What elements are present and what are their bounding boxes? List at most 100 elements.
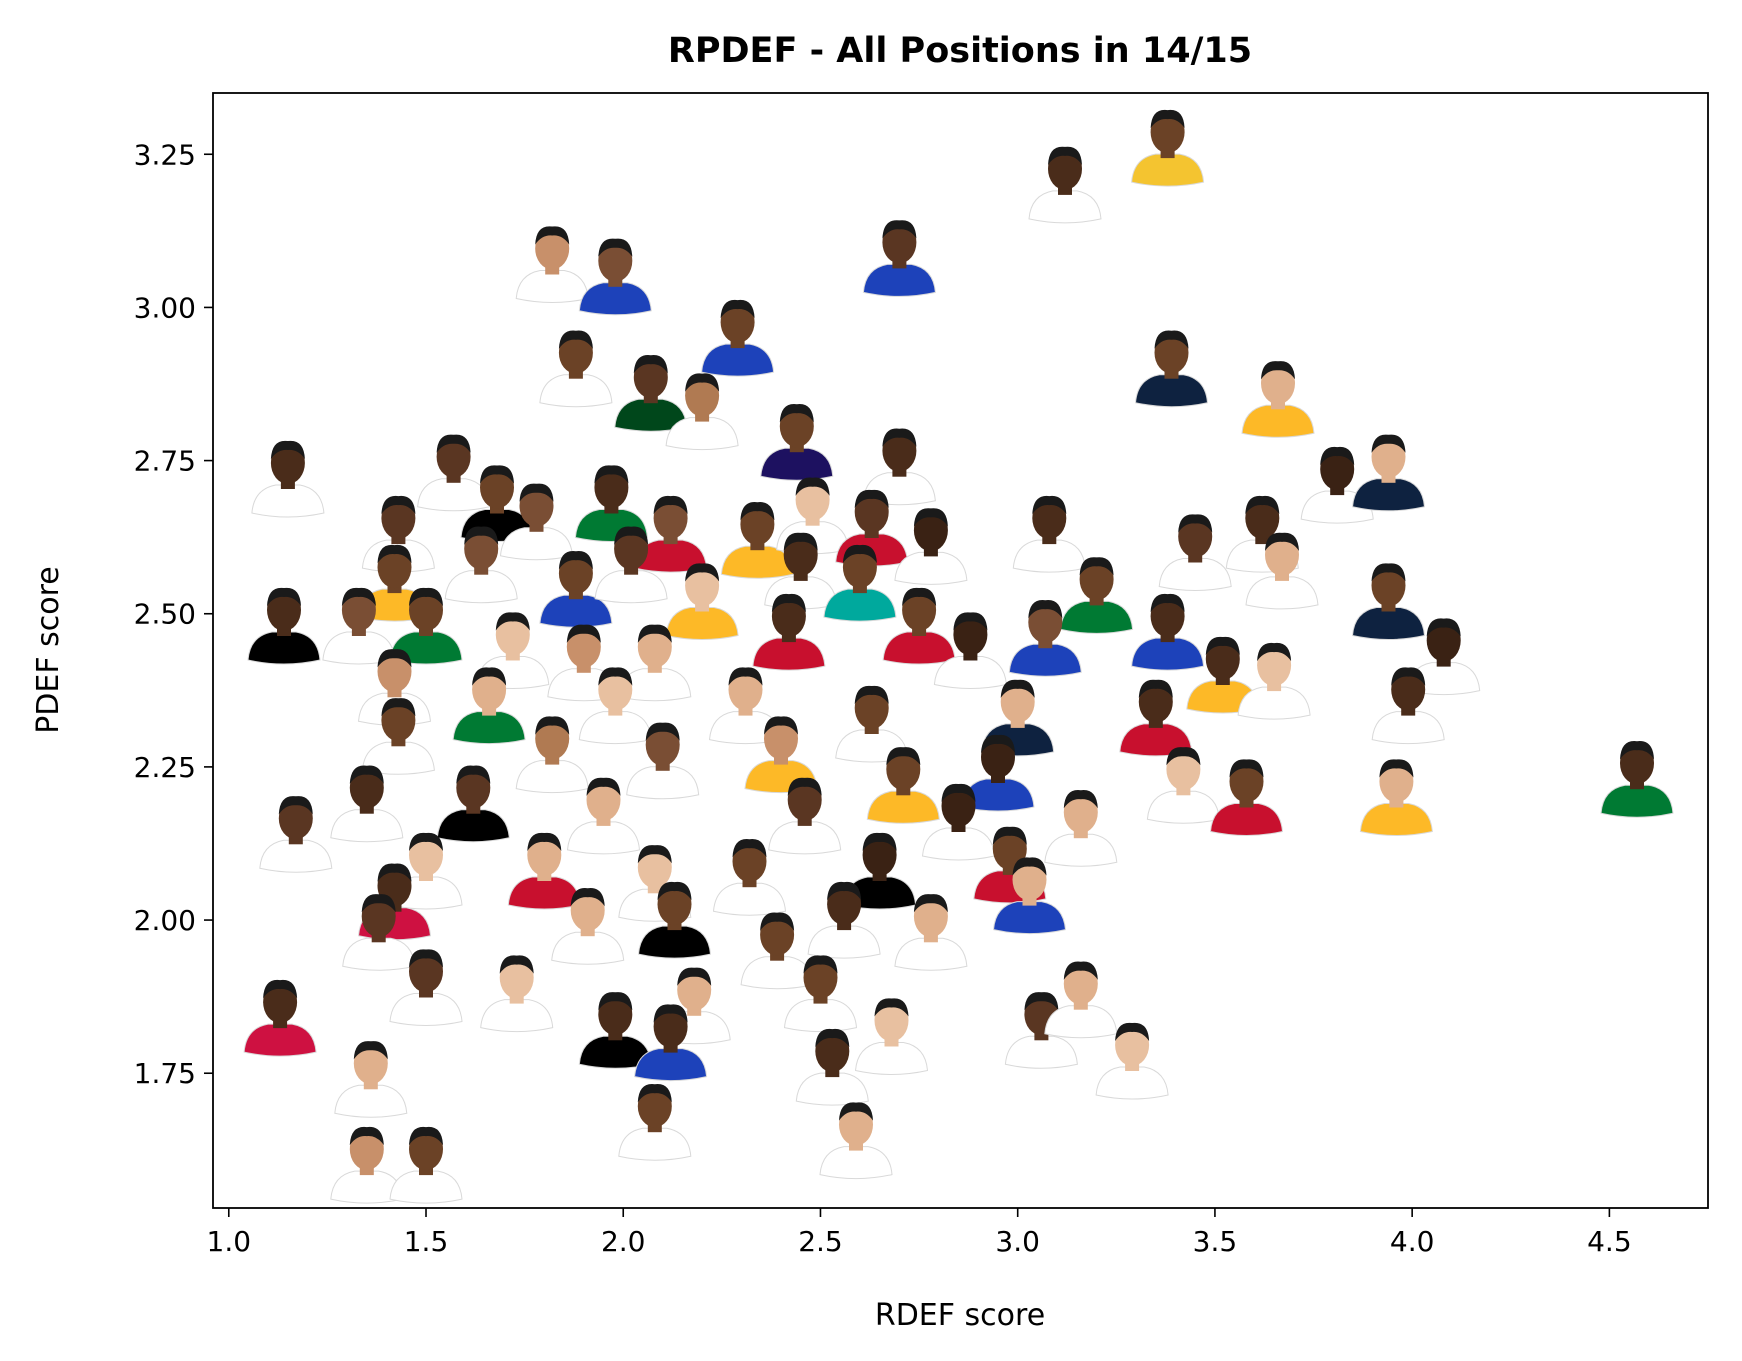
data-point — [760, 404, 834, 481]
player-jersey-icon — [819, 1146, 893, 1180]
player-hair-icon — [1079, 557, 1114, 576]
player-hair-icon — [862, 832, 897, 851]
player-head-icon — [278, 797, 313, 840]
player-hair-icon — [787, 777, 822, 796]
data-point — [768, 777, 842, 855]
player-head-icon — [1261, 362, 1295, 405]
data-point — [330, 1126, 404, 1204]
player-hair-icon — [783, 532, 818, 551]
y-tick-label: 1.75 — [134, 1057, 196, 1090]
player-hair-icon — [637, 1084, 672, 1103]
player-head-icon — [1000, 680, 1035, 723]
data-point — [1351, 434, 1426, 512]
data-point — [578, 992, 652, 1069]
player-hair-icon — [1000, 679, 1035, 698]
player-head-icon — [1063, 791, 1098, 834]
player-head-icon — [902, 589, 937, 631]
player-head-icon — [409, 834, 443, 876]
player-hair-icon — [409, 832, 443, 851]
player-hair-icon — [1620, 741, 1654, 760]
player-jersey-icon — [795, 1072, 869, 1106]
player-jersey-icon — [539, 374, 613, 408]
player-head-icon — [1229, 760, 1264, 803]
player-head-icon — [1166, 748, 1201, 791]
player-jersey-icon — [626, 766, 700, 800]
player-head-icon — [637, 1085, 672, 1128]
player-hair-icon — [464, 526, 499, 545]
player-head-icon — [594, 466, 629, 509]
player-jersey-icon — [752, 637, 826, 671]
player-head-icon — [499, 956, 534, 999]
data-point — [1008, 600, 1082, 677]
data-point — [389, 1126, 463, 1204]
player-jersey-icon — [444, 570, 518, 604]
data-point — [1237, 642, 1311, 720]
player-jersey-icon — [1351, 478, 1426, 512]
player-jersey-icon — [1012, 539, 1086, 573]
player-hair-icon — [854, 685, 889, 704]
player-head-icon — [409, 1128, 443, 1171]
player-hair-icon — [854, 489, 889, 508]
data-point — [665, 563, 739, 640]
player-hair-icon — [732, 839, 767, 858]
player-hair-icon — [1012, 857, 1047, 876]
player-head-icon — [495, 613, 530, 656]
player-hair-icon — [480, 465, 514, 484]
data-point — [933, 612, 1007, 689]
data-point — [1407, 618, 1481, 696]
data-point — [894, 508, 968, 585]
player-head-icon — [685, 564, 720, 607]
data-point — [444, 526, 518, 604]
data-point — [752, 593, 826, 671]
data-point — [634, 1004, 708, 1082]
player-jersey-icon — [1359, 803, 1433, 836]
player-head-icon — [558, 331, 593, 374]
plot-frame — [212, 92, 1709, 1209]
player-head-icon — [645, 723, 680, 766]
player-hair-icon — [570, 888, 605, 907]
data-point — [1241, 361, 1315, 438]
player-jersey-icon — [480, 999, 554, 1033]
player-hair-icon — [381, 698, 416, 717]
player-hair-icon — [1261, 361, 1295, 380]
player-hair-icon — [760, 912, 795, 931]
player-head-icon — [854, 491, 889, 533]
player-head-icon — [854, 687, 889, 729]
player-head-icon — [1371, 564, 1406, 607]
player-head-icon — [1379, 760, 1414, 803]
player-head-icon — [349, 1128, 384, 1171]
player-hair-icon — [1063, 790, 1098, 809]
player-head-icon — [882, 221, 917, 264]
player-hair-icon — [902, 587, 937, 606]
data-point — [507, 832, 581, 910]
data-point — [539, 330, 613, 408]
player-hair-icon — [886, 747, 921, 766]
player-hair-icon — [558, 551, 593, 570]
player-head-icon — [377, 650, 412, 693]
data-point — [243, 979, 317, 1057]
player-jersey-icon — [618, 1127, 692, 1161]
player-head-icon — [764, 717, 798, 760]
player-head-icon — [377, 546, 412, 589]
player-hair-icon — [771, 593, 806, 613]
player-head-icon — [1079, 558, 1114, 601]
player-head-icon — [1115, 1024, 1150, 1066]
player-hair-icon — [566, 624, 601, 643]
player-head-icon — [913, 895, 948, 938]
data-point — [614, 355, 688, 432]
player-head-icon — [361, 895, 396, 938]
data-point — [637, 881, 712, 959]
player-head-icon — [270, 442, 305, 484]
x-tick-label: 4.0 — [1390, 1225, 1435, 1258]
player-jersey-icon — [1158, 558, 1232, 591]
data-point — [862, 220, 936, 297]
data-point — [452, 667, 526, 745]
player-head-icon — [1032, 497, 1067, 540]
player-head-icon — [1371, 435, 1406, 478]
player-jersey-icon — [578, 1035, 652, 1069]
player-hair-icon — [941, 783, 976, 802]
y-axis-label: PDEF score — [31, 566, 66, 734]
player-head-icon — [527, 834, 562, 876]
player-head-icon — [1426, 619, 1461, 662]
y-tick-label: 2.75 — [134, 445, 196, 478]
